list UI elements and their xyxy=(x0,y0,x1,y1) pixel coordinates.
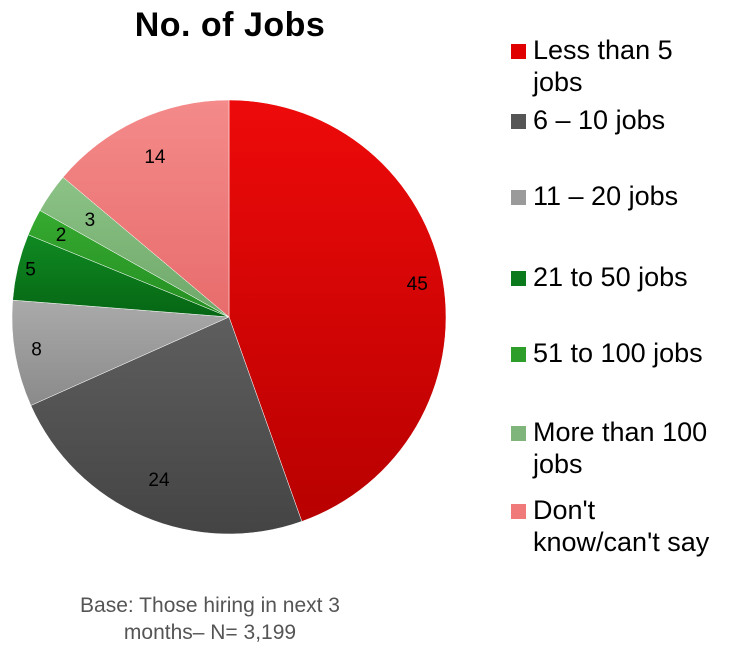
data-label-2: 8 xyxy=(31,340,42,361)
legend-swatch-1 xyxy=(511,114,526,129)
pie-slices xyxy=(11,99,447,535)
chart-title: No. of Jobs xyxy=(134,6,326,44)
pie-slice-1 xyxy=(30,316,303,535)
data-label-0: 45 xyxy=(407,274,428,295)
pie-slice-2 xyxy=(11,299,230,406)
legend-item-6: Don't know/can't say xyxy=(511,494,728,558)
footnote-line-2: months– N= 3,199 xyxy=(123,621,297,644)
legend-label-1: 6 – 10 jobs xyxy=(533,105,666,135)
legend-label-3: 21 to 50 jobs xyxy=(533,262,688,292)
data-label-6: 14 xyxy=(144,147,166,168)
data-label-4: 2 xyxy=(56,225,67,246)
data-label-5: 3 xyxy=(85,210,96,231)
legend-item-0: Less than 5 jobs xyxy=(511,34,728,98)
legend-swatch-0 xyxy=(511,44,526,59)
pie-data-labels: 45 24 8 523 14 xyxy=(25,147,428,491)
footnote-line-1: Base: Those hiring in next 3 xyxy=(80,594,340,617)
legend-swatch-2 xyxy=(511,190,526,205)
legend-item-5: More than 100 jobs xyxy=(511,416,728,480)
legend-label-2: 11 – 20 jobs xyxy=(533,181,679,211)
pie-slice-0 xyxy=(228,99,447,522)
data-label-1: 24 xyxy=(148,470,170,491)
legend-item-2: 11 – 20 jobs xyxy=(511,180,728,212)
legend-label-5: More than 100 jobs xyxy=(533,417,708,479)
legend-swatch-6 xyxy=(511,504,526,519)
data-label-3: 5 xyxy=(25,259,36,280)
footnote: Base: Those hiring in next 3 months– N= … xyxy=(20,592,400,646)
legend-swatch-5 xyxy=(511,426,526,441)
pie-slice-6 xyxy=(62,99,230,318)
legend-label-6: Don't know/can't say xyxy=(533,495,710,557)
legend-swatch-3 xyxy=(511,271,526,286)
legend-label-0: Less than 5 jobs xyxy=(533,35,673,97)
legend-swatch-4 xyxy=(511,347,526,362)
legend-item-3: 21 to 50 jobs xyxy=(511,261,728,293)
legend-label-4: 51 to 100 jobs xyxy=(533,338,703,368)
legend-item-4: 51 to 100 jobs xyxy=(511,337,728,369)
legend-item-1: 6 – 10 jobs xyxy=(511,104,728,136)
